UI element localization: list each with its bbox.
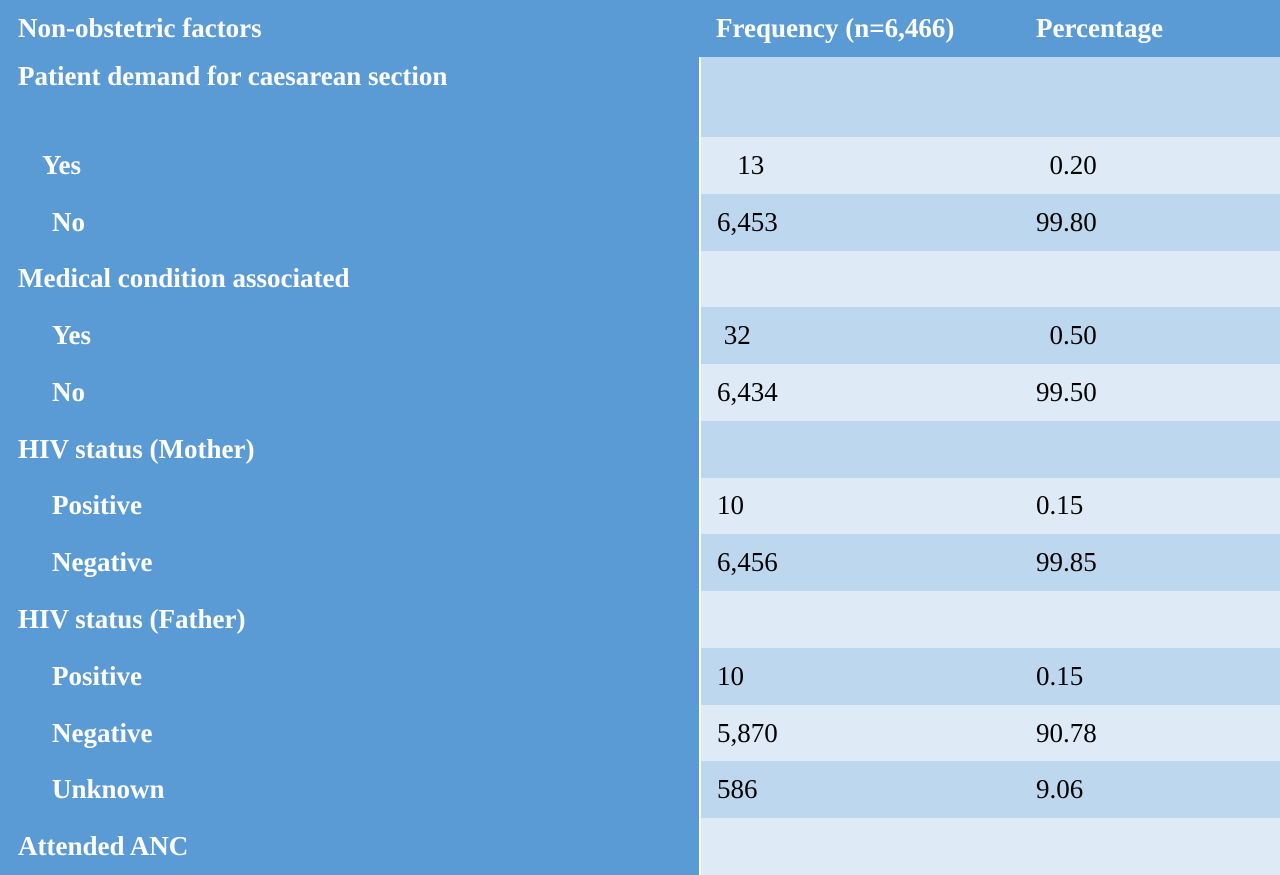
row-percentage <box>1020 591 1280 648</box>
table-row: Positive 10 0.15 <box>0 477 1280 535</box>
row-label: Yes <box>0 137 701 194</box>
row-label: Positive <box>0 477 701 535</box>
row-frequency: 10 <box>700 647 1020 705</box>
table-row: HIV status (Father) <box>0 591 1280 648</box>
row-frequency <box>700 250 1020 308</box>
row-percentage: 99.80 <box>1020 193 1280 251</box>
table-row: Medical condition associated <box>0 250 1280 308</box>
row-label: Negative <box>0 704 701 762</box>
row-frequency: 32 <box>700 307 1020 365</box>
row-label: Positive <box>0 647 701 705</box>
row-label: HIV status (Father) <box>0 591 701 648</box>
row-percentage <box>1020 818 1280 875</box>
table-row: No 6,434 99.50 <box>0 364 1280 421</box>
row-percentage: 0.15 <box>1020 477 1280 535</box>
row-label: Medical condition associated <box>0 250 701 308</box>
row-frequency <box>700 591 1020 648</box>
row-frequency: 6,456 <box>700 534 1020 592</box>
table-row: Attended ANC <box>0 818 1280 875</box>
row-label: No <box>0 364 701 421</box>
row-frequency: 586 <box>700 761 1020 819</box>
table-row: Yes 32 0.50 <box>0 307 1280 365</box>
table-row: Positive 10 0.15 <box>0 647 1280 705</box>
header-percentage: Percentage <box>1020 0 1280 57</box>
row-percentage <box>1020 56 1280 137</box>
table-row: Negative 6,456 99.85 <box>0 534 1280 592</box>
row-percentage <box>1020 250 1280 308</box>
row-label: Yes <box>0 307 701 365</box>
row-percentage <box>1020 420 1280 478</box>
row-label: Patient demand for caesarean section <box>0 56 701 137</box>
table-row: No 6,453 99.80 <box>0 193 1280 251</box>
row-label: HIV status (Mother) <box>0 420 701 478</box>
table-row: Yes 13 0.20 <box>0 137 1280 194</box>
row-percentage: 0.50 <box>1020 307 1280 365</box>
row-frequency: 6,453 <box>700 193 1020 251</box>
row-percentage: 99.85 <box>1020 534 1280 592</box>
row-percentage: 99.50 <box>1020 364 1280 421</box>
table-row: Unknown 586 9.06 <box>0 761 1280 819</box>
header-frequency: Frequency (n=6,466) <box>700 0 1020 57</box>
row-frequency <box>700 420 1020 478</box>
row-frequency: 5,870 <box>700 704 1020 762</box>
row-frequency: 13 <box>700 137 1020 194</box>
table-row: HIV status (Mother) <box>0 420 1280 478</box>
row-frequency <box>700 818 1020 875</box>
row-label: Unknown <box>0 761 701 819</box>
row-label: Attended ANC <box>0 818 701 875</box>
table-row: Negative 5,870 90.78 <box>0 704 1280 762</box>
row-label: No <box>0 193 701 251</box>
row-percentage: 9.06 <box>1020 761 1280 819</box>
row-percentage: 0.15 <box>1020 647 1280 705</box>
table-row: Patient demand for caesarean section <box>0 56 1280 137</box>
row-label: Negative <box>0 534 701 592</box>
row-frequency <box>700 56 1020 137</box>
row-frequency: 6,434 <box>700 364 1020 421</box>
header-factor: Non-obstetric factors <box>0 0 700 57</box>
row-frequency: 10 <box>700 477 1020 535</box>
row-percentage: 90.78 <box>1020 704 1280 762</box>
row-percentage: 0.20 <box>1020 137 1280 194</box>
table-header-row: Non-obstetric factors Frequency (n=6,466… <box>0 0 1280 57</box>
